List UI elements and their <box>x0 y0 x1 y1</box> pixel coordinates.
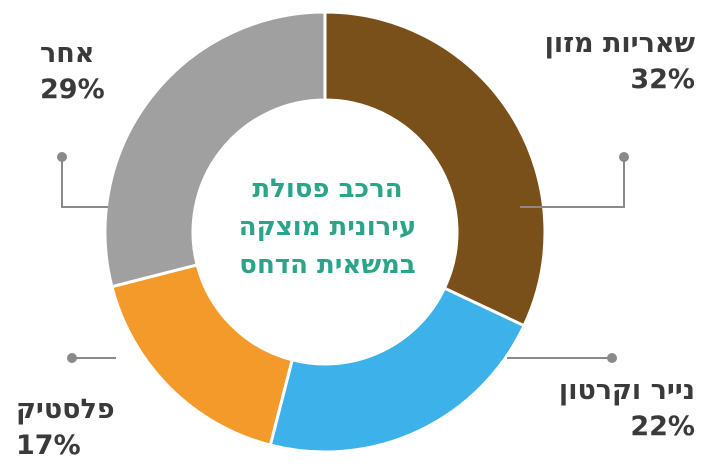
connector-other <box>61 157 108 208</box>
slice-other <box>103 10 327 289</box>
chart-title: הרכב פסולת עירונית מוצקה במשאית הדחס <box>205 170 450 284</box>
label-paper-cardboard-value: 22% <box>630 411 695 442</box>
connector-food-waste <box>520 157 625 208</box>
label-other-name: אחר <box>40 38 95 69</box>
label-paper-cardboard: נייר וקרטון 22% <box>559 373 695 445</box>
connector-dot-food-waste <box>619 152 629 162</box>
chart-title-line-2: עירונית מוצקה <box>238 212 417 242</box>
label-plastic-name: פלסטיק <box>16 394 115 425</box>
label-other: אחר 29% <box>40 36 105 108</box>
label-food-waste-value: 32% <box>630 64 695 95</box>
label-food-waste-name: שאריות מזון <box>544 28 695 59</box>
slice-plastic <box>110 263 294 447</box>
chart-title-line-1: הרכב פסולת <box>252 174 403 204</box>
connector-dot-paper-cardboard <box>607 353 617 363</box>
connector-dot-plastic <box>67 353 77 363</box>
label-connectors <box>57 152 629 363</box>
label-food-waste: שאריות מזון 32% <box>545 26 695 98</box>
connector-dot-other <box>57 152 67 162</box>
label-other-value: 29% <box>40 74 105 105</box>
label-plastic: פלסטיק 17% <box>16 392 115 464</box>
chart-title-line-3: במשאית הדחס <box>239 250 416 280</box>
donut-slices <box>103 10 547 454</box>
slice-food-waste <box>323 10 547 328</box>
label-plastic-value: 17% <box>16 430 81 461</box>
slice-paper-cardboard <box>268 286 527 454</box>
label-paper-cardboard-name: נייר וקרטון <box>558 375 695 406</box>
